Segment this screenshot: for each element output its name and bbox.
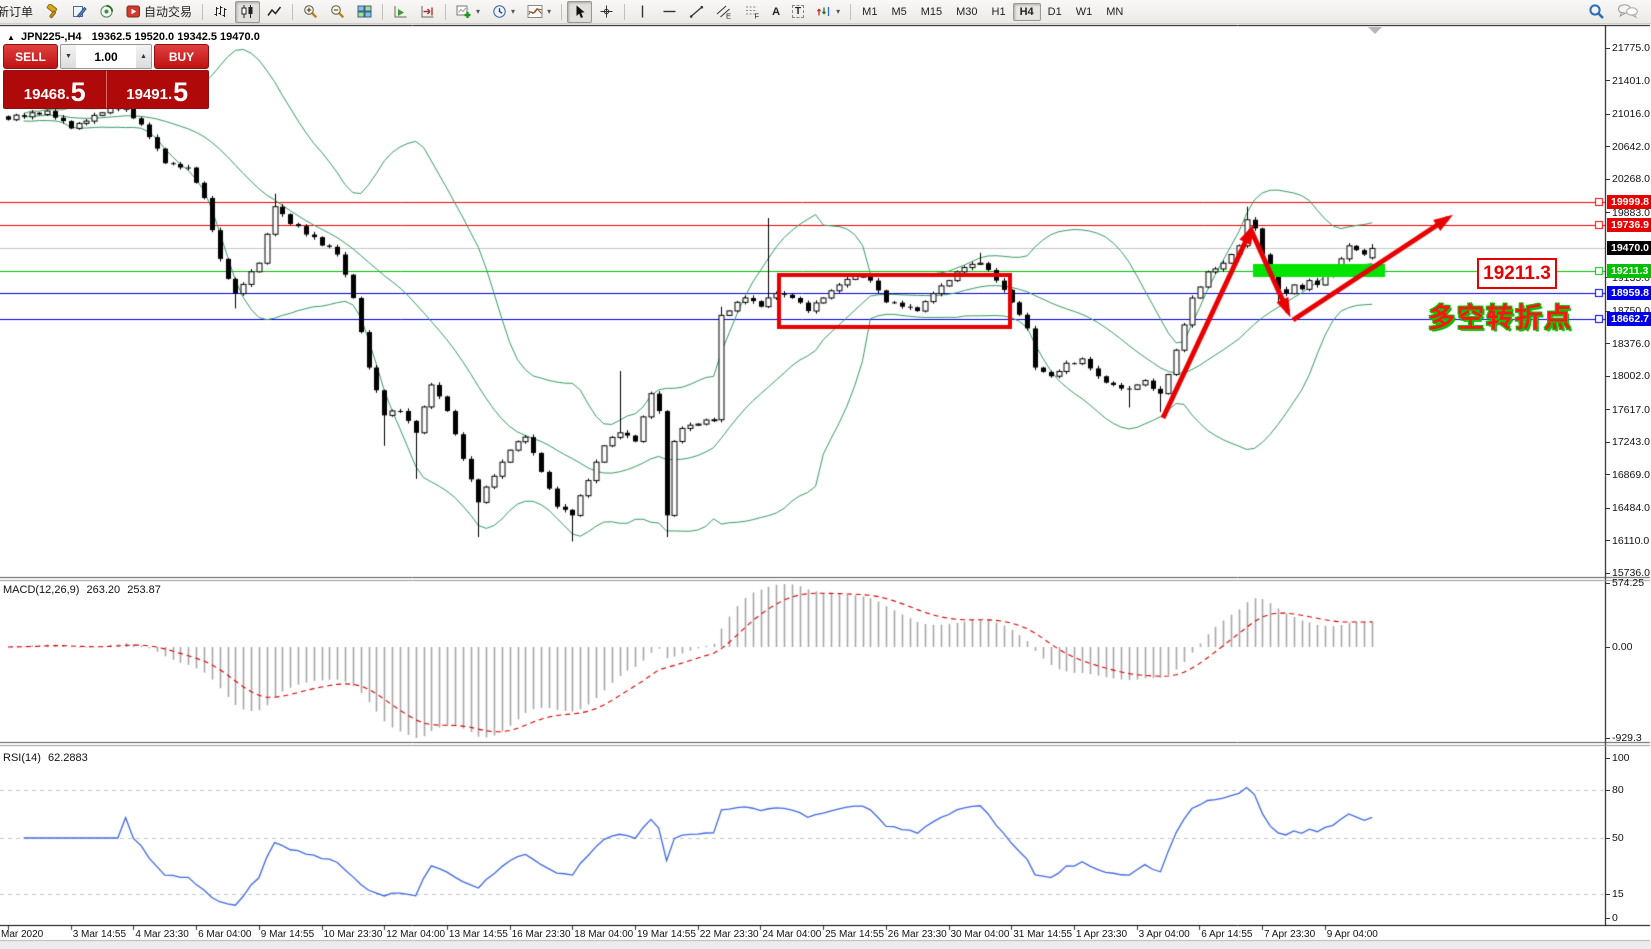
time-axis-label: 10 Mar 23:30 (323, 929, 383, 940)
buy-price[interactable]: 19491. 5 (107, 71, 209, 108)
one-click-trading-panel: SELL ▼ 1.00 ▲ BUY 19468. 5 19491. 5 (3, 44, 209, 109)
price-tag-current-price: 19470.0 (1607, 241, 1651, 256)
price-tag-support-2: 18662.7 (1607, 311, 1651, 326)
time-axis-label: 19 Mar 14:55 (637, 929, 696, 940)
time-axis-label: 6 Mar 04:00 (198, 929, 252, 940)
buy-price-main: 19491. (126, 86, 173, 103)
time-axis-label: 3 Apr 04:00 (1138, 929, 1190, 940)
volume-decrease-button[interactable]: ▼ (61, 45, 76, 68)
time-axis-label: 7 Apr 23:30 (1264, 929, 1316, 940)
price-tag-resistance-2: 19736.9 (1607, 218, 1651, 233)
time-axis-label: 30 Mar 04:00 (950, 929, 1010, 940)
sell-button[interactable]: SELL (3, 44, 58, 69)
price-tag-support-1: 18959.8 (1607, 285, 1651, 300)
time-axis-label: 12 Mar 04:00 (386, 929, 446, 940)
buy-button[interactable]: BUY (154, 44, 209, 69)
time-axis-label: 24 Mar 04:00 (762, 929, 822, 940)
time-axis-label: 4 Mar 23:30 (135, 929, 189, 940)
time-axis-label: 22 Mar 23:30 (699, 929, 759, 940)
time-axis-label: 9 Apr 04:00 (1326, 929, 1378, 940)
time-axis-label: 6 Apr 14:55 (1201, 929, 1253, 940)
time-axis-label: Mar 2020 (1, 929, 44, 940)
time-axis-label: 9 Mar 14:55 (260, 929, 315, 940)
price-tag-resistance-1: 19999.8 (1607, 195, 1651, 210)
time-axis-label: 1 Apr 23:30 (1075, 929, 1128, 940)
time-axis-label: 3 Mar 14:55 (72, 929, 127, 940)
volume-increase-button[interactable]: ▲ (136, 45, 151, 68)
time-axis-label: 25 Mar 14:55 (825, 929, 885, 940)
time-axis-label: 16 Mar 23:30 (511, 929, 571, 940)
volume-field[interactable]: 1.00 (76, 45, 136, 68)
volume-stepper: ▼ 1.00 ▲ (60, 44, 152, 69)
time-axis-label: 13 Mar 14:55 (448, 929, 508, 940)
buy-price-big-digit: 5 (173, 77, 189, 107)
sell-price[interactable]: 19468. 5 (4, 71, 107, 108)
sell-price-main: 19468. (23, 86, 70, 103)
time-axis-label: 18 Mar 04:00 (574, 929, 634, 940)
price-tag-pivot-green: 19211.3 (1607, 263, 1651, 278)
sell-price-big-digit: 5 (70, 77, 86, 107)
time-axis-label: 31 Mar 14:55 (1013, 929, 1073, 940)
time-axis-label: 26 Mar 23:30 (887, 929, 947, 940)
